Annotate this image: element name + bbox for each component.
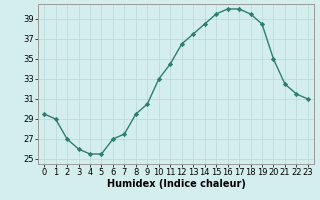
X-axis label: Humidex (Indice chaleur): Humidex (Indice chaleur) <box>107 179 245 189</box>
